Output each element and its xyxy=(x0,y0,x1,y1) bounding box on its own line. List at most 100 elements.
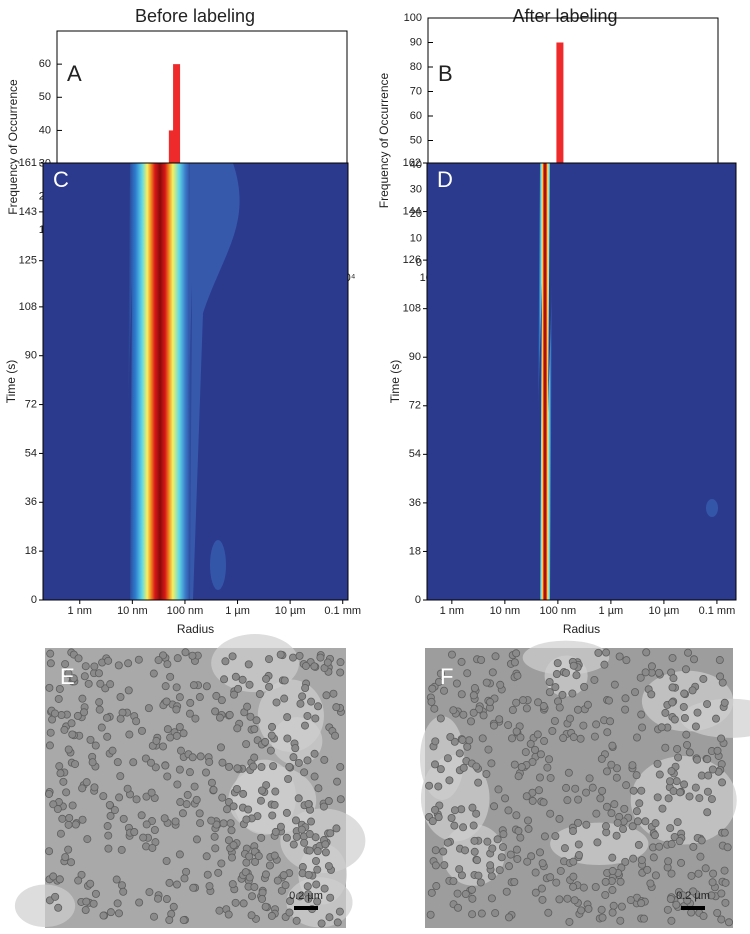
particle xyxy=(661,743,670,752)
particle xyxy=(495,866,504,875)
particle xyxy=(276,650,285,659)
particle xyxy=(508,706,517,715)
particle xyxy=(57,711,66,720)
particle xyxy=(178,809,187,818)
particle xyxy=(601,890,610,899)
particle xyxy=(510,658,519,667)
particle xyxy=(682,730,691,739)
particle xyxy=(590,732,599,741)
particle xyxy=(310,772,319,781)
particle xyxy=(190,782,199,791)
particle xyxy=(443,754,452,763)
particle xyxy=(230,690,239,699)
particle xyxy=(103,732,112,741)
particle xyxy=(311,714,320,723)
particle xyxy=(643,865,652,874)
particle xyxy=(268,722,277,731)
particle xyxy=(60,725,69,734)
tem-bright-area xyxy=(14,884,76,928)
y-tick-label: 36 xyxy=(25,496,37,508)
particle xyxy=(505,913,514,922)
contour-peak xyxy=(538,163,552,600)
particle xyxy=(455,749,464,758)
particle xyxy=(207,778,216,787)
particle xyxy=(59,777,68,786)
particle xyxy=(569,882,578,891)
particle xyxy=(697,836,706,845)
particle xyxy=(56,829,65,838)
y-tick-label: 143 xyxy=(19,206,37,218)
particle xyxy=(58,814,67,823)
particle xyxy=(285,762,294,771)
particle xyxy=(105,800,114,809)
particle xyxy=(563,796,572,805)
particle xyxy=(670,715,679,724)
particle xyxy=(273,876,282,885)
particle xyxy=(313,847,322,856)
particle xyxy=(82,778,91,787)
particle xyxy=(579,883,588,892)
particle xyxy=(512,698,521,707)
particle xyxy=(687,908,696,917)
particle xyxy=(592,720,601,729)
particle xyxy=(73,711,82,720)
particle xyxy=(258,894,267,903)
particle xyxy=(497,853,506,862)
particle xyxy=(584,904,593,913)
particle xyxy=(116,693,125,702)
particle xyxy=(469,821,478,830)
particle xyxy=(265,655,274,664)
particle xyxy=(574,818,583,827)
column-title: After labeling xyxy=(512,6,617,26)
particle xyxy=(514,826,523,835)
particle xyxy=(486,698,495,707)
particle xyxy=(68,730,77,739)
particle xyxy=(245,680,254,689)
particle xyxy=(227,853,236,862)
particle xyxy=(637,899,646,908)
particle xyxy=(607,809,616,818)
y-tick-label: 126 xyxy=(403,254,421,266)
particle xyxy=(172,683,181,692)
particle xyxy=(436,765,445,774)
particle xyxy=(665,777,674,786)
particle xyxy=(585,774,594,783)
particle xyxy=(321,840,330,849)
particle xyxy=(597,905,606,914)
particle xyxy=(232,785,241,794)
particle xyxy=(703,787,712,796)
particle xyxy=(657,723,666,732)
particle xyxy=(522,792,531,801)
particle xyxy=(256,796,265,805)
particle xyxy=(132,717,141,726)
particle xyxy=(242,740,251,749)
particle xyxy=(56,769,65,778)
y-tick-label: 20 xyxy=(410,208,422,220)
particle xyxy=(291,816,300,825)
particle xyxy=(683,896,692,905)
particle xyxy=(559,733,568,742)
particle xyxy=(527,852,536,861)
y-axis-label: Frequency of Occurrence xyxy=(377,72,391,208)
particle xyxy=(196,752,205,761)
particle xyxy=(134,655,143,664)
particle xyxy=(498,843,507,852)
particle xyxy=(331,731,340,740)
particle xyxy=(685,792,694,801)
particle xyxy=(289,840,298,849)
particle xyxy=(688,686,697,695)
particle xyxy=(205,882,214,891)
y-tick-label: 0 xyxy=(416,257,422,269)
particle xyxy=(124,686,133,695)
particle xyxy=(562,783,571,792)
particle xyxy=(676,788,685,797)
particle xyxy=(582,788,591,797)
particle xyxy=(119,814,128,823)
particle xyxy=(180,874,189,883)
particle xyxy=(183,790,192,799)
particle xyxy=(647,662,656,671)
particle xyxy=(104,831,113,840)
particle xyxy=(455,865,464,874)
particle xyxy=(546,809,555,818)
particle xyxy=(304,800,313,809)
